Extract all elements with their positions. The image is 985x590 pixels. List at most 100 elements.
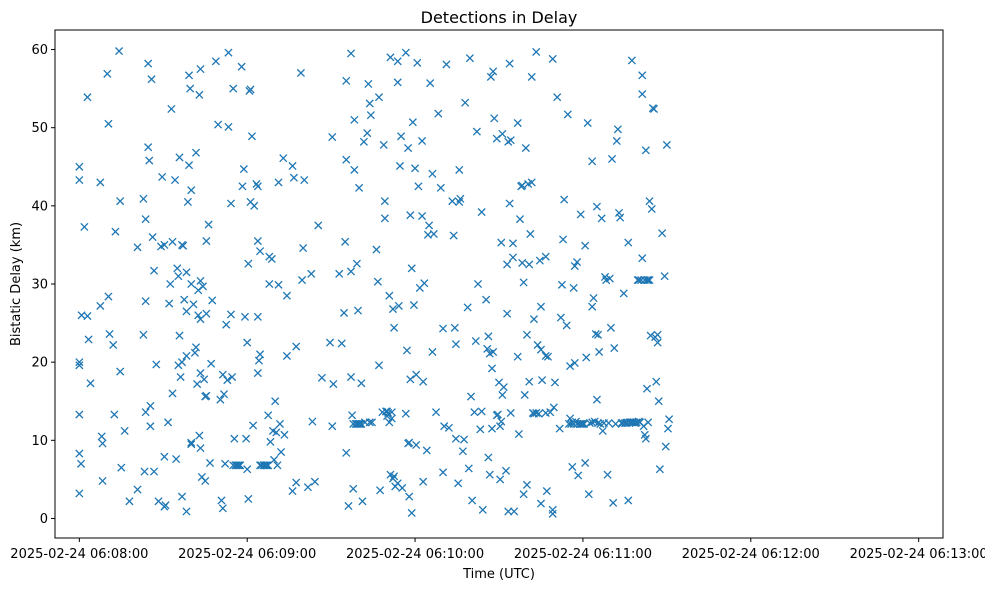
- data-point: [364, 79, 373, 88]
- data-point: [177, 492, 187, 501]
- data-point: [195, 431, 204, 440]
- data-point: [543, 352, 553, 361]
- data-point: [525, 260, 534, 269]
- data-point: [463, 303, 472, 312]
- data-point: [448, 197, 457, 206]
- data-point: [341, 237, 350, 246]
- data-point: [434, 109, 443, 118]
- data-point: [380, 197, 389, 206]
- y-tick-label: 30: [31, 278, 48, 293]
- data-point: [642, 384, 652, 393]
- data-point: [571, 417, 580, 426]
- data-point: [147, 75, 156, 84]
- data-point: [570, 261, 579, 271]
- data-point: [603, 470, 612, 479]
- data-point: [216, 395, 225, 404]
- data-point: [429, 229, 438, 239]
- data-point: [385, 291, 394, 300]
- data-point: [182, 507, 191, 516]
- data-point: [296, 68, 305, 78]
- data-point: [407, 508, 416, 518]
- data-point: [196, 65, 205, 74]
- data-point: [182, 268, 191, 277]
- data-point: [513, 352, 522, 361]
- data-point: [363, 129, 372, 138]
- data-point: [244, 494, 253, 503]
- data-point: [461, 98, 470, 107]
- data-point: [459, 435, 469, 444]
- data-point: [224, 122, 233, 131]
- data-point: [182, 351, 191, 360]
- data-point: [273, 461, 282, 470]
- data-point: [201, 476, 210, 486]
- data-point: [592, 395, 601, 404]
- data-point: [468, 496, 477, 505]
- data-point: [186, 84, 195, 93]
- data-point: [146, 401, 155, 410]
- data-point: [663, 424, 673, 433]
- data-point: [553, 93, 562, 102]
- data-point: [616, 213, 625, 222]
- data-point: [194, 311, 203, 320]
- data-point: [222, 320, 231, 329]
- data-point: [207, 359, 216, 368]
- data-point: [346, 372, 356, 382]
- data-point: [401, 409, 410, 418]
- data-point: [405, 438, 414, 447]
- data-point: [627, 56, 636, 65]
- data-point: [493, 410, 502, 419]
- data-point: [275, 419, 284, 428]
- data-point: [466, 392, 476, 401]
- data-point: [346, 49, 356, 58]
- data-point: [548, 509, 557, 518]
- data-point: [98, 439, 107, 448]
- data-point: [374, 93, 384, 102]
- data-point: [637, 276, 646, 285]
- data-point: [117, 463, 126, 472]
- data-point: [440, 422, 449, 431]
- data-point: [404, 143, 413, 153]
- data-point: [644, 276, 653, 285]
- data-point: [401, 48, 410, 57]
- data-point: [436, 183, 445, 192]
- data-point: [139, 330, 148, 339]
- data-point: [84, 335, 93, 344]
- data-point: [542, 487, 551, 496]
- data-point: [455, 165, 464, 174]
- data-point: [576, 419, 585, 428]
- data-point: [548, 505, 557, 514]
- data-point: [317, 373, 326, 382]
- data-point: [519, 278, 528, 287]
- data-point: [546, 408, 555, 417]
- data-point: [329, 379, 338, 389]
- data-point: [638, 71, 647, 80]
- data-point: [374, 361, 384, 370]
- data-point: [75, 361, 84, 370]
- data-point: [86, 379, 95, 388]
- data-point: [649, 104, 659, 113]
- data-point: [261, 461, 271, 470]
- data-point: [196, 276, 205, 285]
- data-point: [141, 215, 150, 224]
- data-point: [497, 417, 506, 426]
- data-point: [83, 311, 92, 321]
- data-point: [133, 243, 142, 252]
- x-axis-ticks: 2025-02-24 06:08:00 2025-02-24 06:09:00 20…: [10, 538, 985, 562]
- data-point: [438, 324, 448, 333]
- data-point: [641, 434, 650, 443]
- data-point: [376, 486, 385, 495]
- data-point: [148, 233, 157, 242]
- y-axis-ticks: 0 10 20 30 40 50 60: [31, 43, 55, 527]
- data-point: [103, 69, 112, 78]
- data-point: [96, 301, 105, 310]
- data-point: [438, 468, 448, 477]
- data-point: [414, 182, 423, 191]
- data-point: [431, 408, 441, 417]
- data-point: [624, 238, 633, 247]
- data-point: [299, 243, 308, 253]
- x-tick-label: 2025-02-24 06:10:00: [346, 547, 484, 562]
- data-point: [116, 197, 125, 206]
- data-point: [503, 260, 512, 269]
- data-point: [592, 202, 601, 211]
